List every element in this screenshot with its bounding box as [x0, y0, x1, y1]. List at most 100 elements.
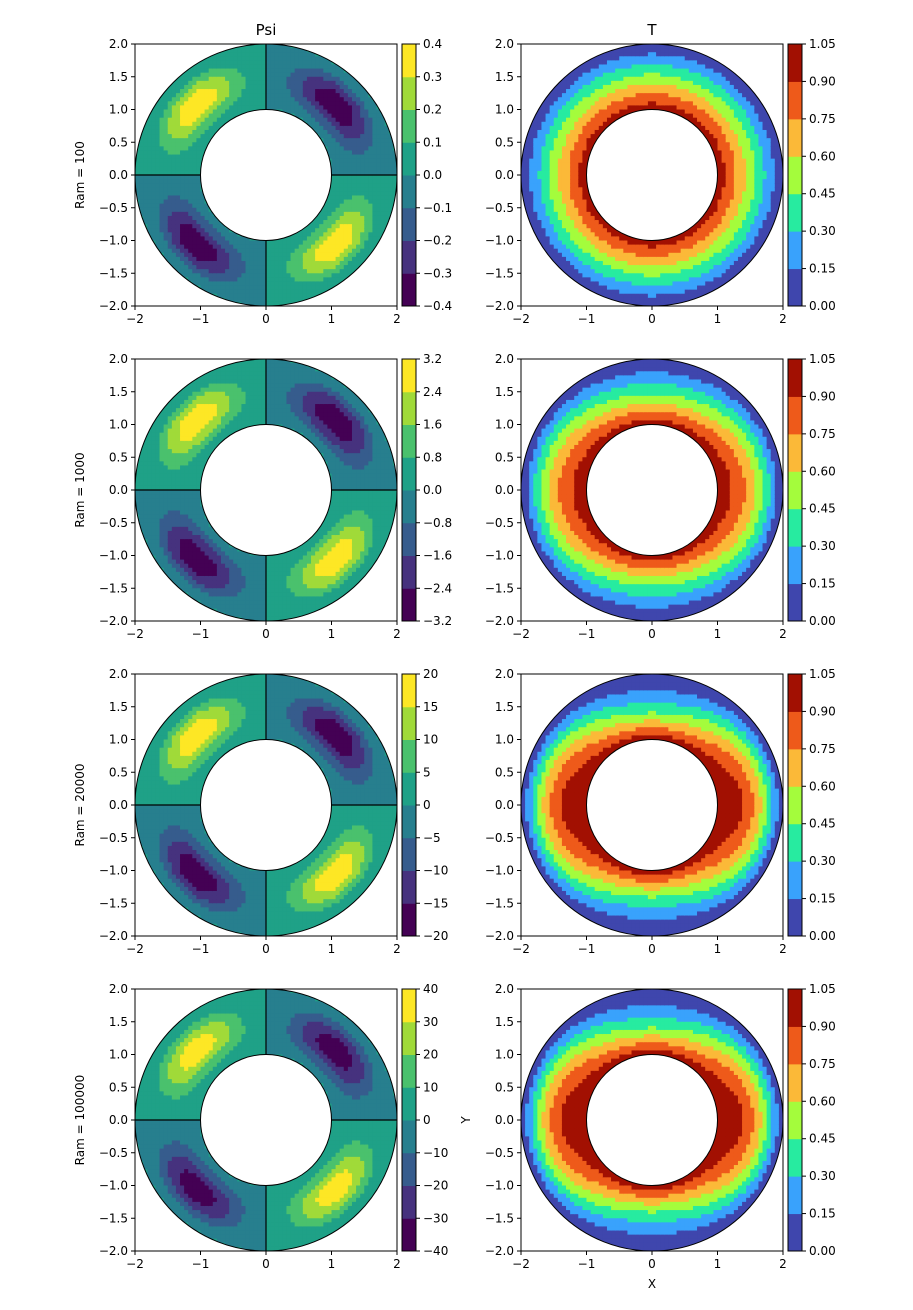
y-tick-label: 0.0 [109, 483, 128, 497]
x-tick-label: 2 [393, 942, 401, 956]
colorbar-band [788, 471, 802, 510]
y-tick-label: 1.5 [495, 1015, 514, 1029]
inner-boundary [586, 1054, 718, 1186]
panel-title: T [646, 21, 657, 39]
colorbar-band [402, 1152, 416, 1186]
inner-boundary [200, 109, 332, 241]
x-tick-label: −2 [126, 627, 144, 641]
contour-field [521, 989, 783, 1251]
y-tick-label: 0.5 [109, 765, 128, 779]
y-tick-label: −0.5 [485, 516, 514, 530]
colorbar-tick-label: 0.45 [809, 187, 836, 201]
colorbar-tick-label: −10 [423, 1146, 448, 1160]
colorbar-tick-label: 0.30 [809, 1169, 836, 1183]
colorbar-tick-label: −2.4 [423, 581, 452, 595]
colorbar-band [402, 1120, 416, 1154]
x-tick-label: 1 [328, 312, 336, 326]
y-tick-label: −0.5 [485, 831, 514, 845]
colorbar-tick-label: −40 [423, 1244, 448, 1258]
colorbar-band [402, 1185, 416, 1219]
y-tick-label: −1.0 [99, 234, 128, 248]
y-tick-label: 2.0 [495, 982, 514, 996]
y-tick-label: 0.5 [495, 135, 514, 149]
y-tick-label: 2.0 [109, 982, 128, 996]
colorbar-band [402, 359, 416, 393]
y-tick-label: −1.5 [485, 581, 514, 595]
colorbar-tick-label: 0.00 [809, 929, 836, 943]
x-tick-label: 2 [393, 312, 401, 326]
colorbar-band [788, 711, 802, 750]
x-tick-label: 2 [779, 627, 787, 641]
y-tick-label: −0.5 [485, 1146, 514, 1160]
inner-boundary [200, 1054, 332, 1186]
colorbar-band [402, 424, 416, 458]
colorbar-band [788, 359, 802, 397]
colorbar-tick-label: −0.4 [423, 299, 452, 313]
y-tick-label: 0.0 [495, 1113, 514, 1127]
x-tick-label: 1 [714, 1257, 722, 1271]
x-tick-label: −1 [192, 627, 210, 641]
y-tick-label: 1.0 [495, 418, 514, 432]
colorbar-tick-label: −10 [423, 864, 448, 878]
colorbar-band [402, 1021, 416, 1055]
y-tick-label: −1.0 [485, 1179, 514, 1193]
x-tick-label: 1 [328, 627, 336, 641]
y-tick-label: 1.5 [109, 700, 128, 714]
colorbar-band [402, 1087, 416, 1121]
colorbar-band [402, 142, 416, 176]
colorbar-band [788, 898, 802, 937]
y-tick-label: 0.0 [495, 483, 514, 497]
x-tick-label: −1 [192, 1257, 210, 1271]
colorbar-band [788, 396, 802, 435]
y-tick-label: 1.5 [495, 385, 514, 399]
colorbar-tick-label: 0.30 [809, 854, 836, 868]
colorbar-tick-label: 1.05 [809, 667, 836, 681]
panel-t-ram-1000: −2 −1 0 1 2 −2.0 −1.5 −1.0 −0.5 0.0 0.5 1.0 1.5 2.0 0.… [485, 352, 836, 641]
colorbar-tick-label: 5 [423, 765, 431, 779]
colorbar-tick-label: 1.6 [423, 418, 442, 432]
colorbar-band [788, 1063, 802, 1102]
colorbar-band [788, 81, 802, 120]
colorbar-tick-label: 0.00 [809, 1244, 836, 1258]
colorbar-tick-label: 15 [423, 700, 438, 714]
colorbar-band [788, 156, 802, 195]
colorbar-tick-label: 0.4 [423, 37, 442, 51]
inner-boundary [586, 424, 718, 556]
y-tick-label: 1.0 [109, 733, 128, 747]
colorbar-tick-label: 0.1 [423, 135, 442, 149]
row-label: Ram = 20000 [73, 764, 87, 847]
colorbar-band [402, 706, 416, 740]
y-tick-label: −1.5 [99, 266, 128, 280]
x-tick-label: −2 [126, 942, 144, 956]
y-tick-label: 1.5 [109, 70, 128, 84]
colorbar-tick-label: 0.30 [809, 224, 836, 238]
y-tick-label: −2.0 [99, 1244, 128, 1258]
x-tick-label: 2 [779, 942, 787, 956]
y-tick-label: 1.0 [109, 1048, 128, 1062]
inner-boundary [200, 739, 332, 871]
colorbar-tick-label: −30 [423, 1211, 448, 1225]
colorbar-band [788, 989, 802, 1027]
colorbar-tick-label: 0.75 [809, 427, 836, 441]
colorbar-band [402, 76, 416, 110]
colorbar-band [788, 118, 802, 157]
colorbar-tick-label: 0.60 [809, 1094, 836, 1108]
colorbar-tick-label: −20 [423, 929, 448, 943]
colorbar-tick-label: 0.3 [423, 70, 442, 84]
x-tick-label: 2 [393, 1257, 401, 1271]
colorbar-tick-label: 0.90 [809, 74, 836, 88]
y-tick-label: 2.0 [495, 352, 514, 366]
colorbar-band [402, 1218, 416, 1252]
colorbar-band [402, 903, 416, 937]
colorbar-band [788, 1176, 802, 1215]
colorbar-tick-label: −0.8 [423, 516, 452, 530]
x-tick-label: −1 [578, 1257, 596, 1271]
colorbar-band [788, 193, 802, 232]
x-tick-label: −1 [578, 627, 596, 641]
x-tick-label: 0 [648, 312, 656, 326]
colorbar-band [788, 1138, 802, 1177]
colorbar-tick-label: 1.05 [809, 982, 836, 996]
colorbar-band [402, 391, 416, 425]
row-label: Ram = 100000 [73, 1075, 87, 1166]
colorbar-band [402, 674, 416, 708]
